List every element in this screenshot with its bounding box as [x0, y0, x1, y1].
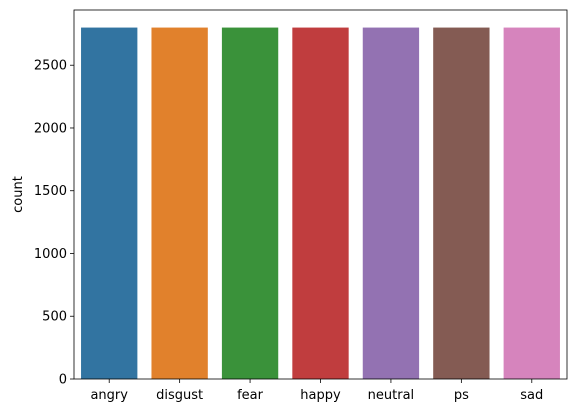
y-axis-ticks: 0 500 1000 1500 2000 2500 — [34, 59, 74, 388]
y-axis-label: count — [11, 176, 26, 213]
x-tick-label-neutral: neutral — [368, 388, 415, 403]
x-tick-label-sad: sad — [520, 388, 543, 403]
bar-fear — [221, 27, 279, 379]
y-tick-label: 2000 — [34, 121, 67, 136]
bar-sad — [503, 27, 560, 379]
bar-neutral — [362, 27, 420, 379]
x-tick-label-happy: happy — [300, 388, 341, 403]
x-tick-label-fear: fear — [237, 388, 264, 403]
bar-disgust — [151, 27, 208, 379]
bar-ps — [433, 27, 490, 379]
y-tick-label: 1000 — [34, 247, 67, 262]
y-tick-label: 1500 — [34, 184, 67, 199]
bar-angry — [81, 27, 138, 379]
bar-happy — [292, 27, 349, 379]
y-tick-label: 2500 — [34, 59, 67, 74]
y-tick-label: 500 — [42, 310, 67, 325]
x-tick-label-ps: ps — [454, 388, 469, 403]
x-tick-label-angry: angry — [90, 388, 128, 403]
bars-group — [81, 27, 560, 379]
x-axis-ticks: angry disgust fear happy neutral ps sad — [90, 379, 543, 403]
x-tick-label-disgust: disgust — [156, 388, 203, 403]
plot-frame — [73, 9, 568, 380]
y-tick-label: 0 — [59, 373, 67, 388]
